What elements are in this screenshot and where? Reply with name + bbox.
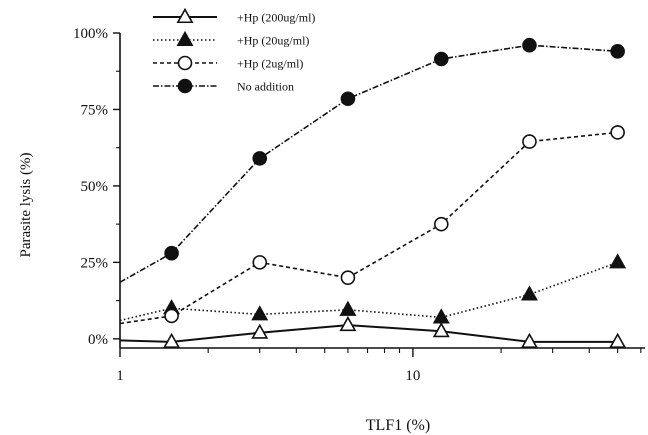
series-3: [119, 37, 625, 283]
data-point: [432, 308, 450, 324]
legend-marker: [177, 78, 193, 94]
y-tick-label: 0%: [88, 332, 108, 348]
data-point: [610, 44, 625, 59]
y-tick-label: 75%: [81, 102, 109, 118]
data-point: [433, 51, 449, 67]
x-tick-label: 10: [405, 368, 420, 384]
data-point: [339, 300, 357, 316]
data-point: [609, 253, 627, 269]
legend-marker: [177, 55, 193, 71]
legend-label: +Hp (2ug/ml): [237, 57, 303, 71]
y-axis-label: Parasite lysis (%): [18, 153, 34, 258]
data-point: [432, 322, 450, 338]
x-tick-label: 1: [116, 368, 124, 384]
data-point: [520, 332, 538, 348]
data-point: [340, 270, 356, 285]
data-point: [339, 315, 357, 332]
legend-entry: +Hp (200ug/ml): [153, 7, 315, 25]
data-point: [252, 255, 268, 270]
legend-entry: No addition: [153, 78, 294, 94]
data-point: [433, 216, 449, 232]
data-point: [609, 332, 627, 348]
data-point: [251, 323, 269, 339]
legend-marker: [176, 30, 194, 47]
series-2: [119, 125, 625, 325]
series-line: [119, 324, 618, 343]
series-0: [119, 315, 627, 348]
axes: [119, 33, 645, 349]
legend-label: +Hp (20ug/ml): [237, 34, 309, 48]
series-line: [119, 44, 618, 283]
data-point: [164, 245, 179, 261]
data-point: [163, 332, 181, 348]
legend-marker: [176, 7, 194, 24]
x-axis-label: TLF1 (%): [366, 417, 430, 434]
series-1: [119, 253, 627, 324]
y-tick-label: 25%: [81, 255, 109, 271]
ticks: 0% 25% 50% 75% 100% 1 10: [73, 26, 642, 384]
data-point: [340, 91, 356, 107]
data-point: [252, 151, 268, 166]
data-point: [251, 305, 269, 321]
data-point: [610, 125, 625, 140]
legend-label: +Hp (200ug/ml): [237, 11, 315, 25]
series-line: [119, 261, 618, 322]
legend-entry: +Hp (2ug/ml): [153, 55, 303, 71]
legend: +Hp (200ug/ml) +Hp (20ug/ml) +Hp (2ug/ml) N…: [153, 7, 315, 94]
data-point: [522, 134, 537, 149]
series: [119, 37, 627, 348]
data-point: [164, 308, 179, 324]
y-tick-label: 100%: [73, 26, 108, 42]
legend-entry: +Hp (20ug/ml): [153, 30, 309, 48]
data-point: [522, 37, 537, 53]
y-tick-label: 50%: [81, 179, 109, 195]
legend-label: No addition: [237, 80, 294, 94]
data-point: [520, 285, 538, 301]
